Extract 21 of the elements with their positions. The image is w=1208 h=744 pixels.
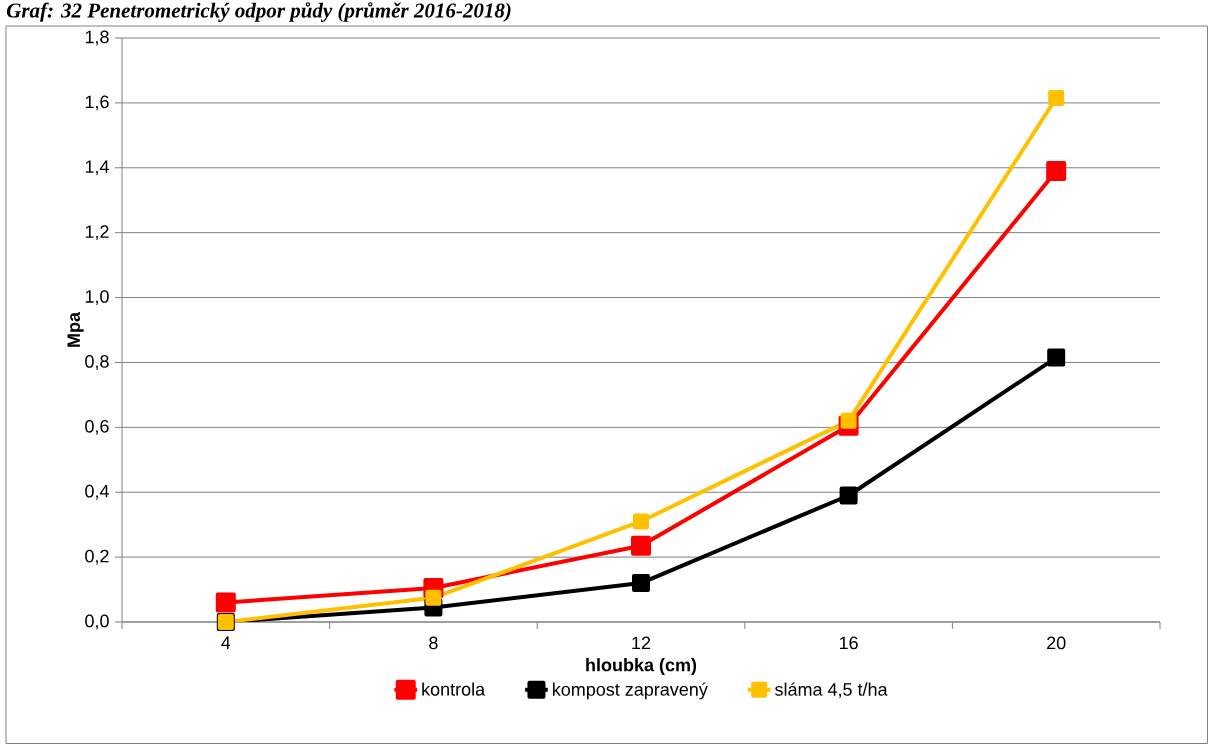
x-tick-label: 20	[1047, 636, 1066, 650]
legend-label: kompost zapravený	[553, 682, 708, 700]
y-tick-label: 1,6	[85, 95, 109, 111]
chart-title: Graf: 32 Penetrometrický odpor půdy (průměr 2016-2018)	[6, 2, 511, 22]
legend-label: sláma 4,5 t/ha	[775, 682, 888, 698]
x-tick-label: 16	[839, 636, 858, 650]
y-tick-label: 1,4	[85, 160, 109, 176]
x-tick-label: 4	[221, 636, 231, 649]
y-tick-label: 1,2	[85, 225, 109, 241]
y-tick-label: 0,0	[85, 614, 109, 630]
legend-label: kontrola	[422, 682, 486, 696]
y-axis-title: Mpa	[67, 311, 84, 347]
y-tick-label: 0,6	[85, 419, 109, 435]
x-axis-title: hloubka (cm)	[586, 658, 697, 675]
x-tick-label: 8	[429, 636, 438, 650]
y-tick-label: 0,4	[85, 484, 109, 500]
y-tick-label: 0,2	[85, 549, 109, 565]
y-tick-label: 1,8	[85, 30, 109, 46]
y-tick-label: 1,0	[85, 290, 109, 305]
y-tick-label: 0,8	[85, 355, 109, 370]
x-tick-label: 12	[632, 636, 651, 650]
